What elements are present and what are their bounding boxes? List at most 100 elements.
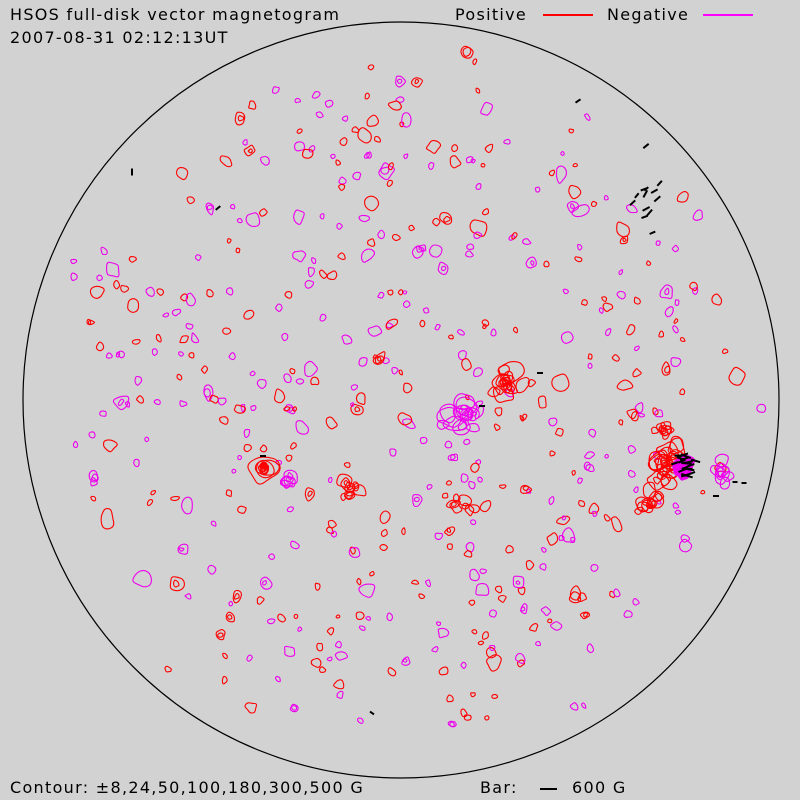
contour-blob — [479, 568, 487, 574]
field-vector-bar — [574, 98, 582, 104]
contour-blob — [475, 183, 482, 190]
contour-blob — [458, 404, 471, 415]
contour-blob — [235, 247, 241, 254]
contour-blob — [529, 623, 539, 632]
contour-blob — [290, 540, 300, 550]
contour-blob — [414, 79, 420, 85]
contour-blob — [679, 388, 686, 396]
contour-blob — [632, 368, 642, 378]
contour-blob — [584, 451, 595, 460]
contour-blob — [660, 473, 672, 487]
contour-blob — [632, 597, 640, 606]
field-vector-bar — [681, 473, 693, 479]
contour-blob — [203, 388, 211, 398]
contour-blob — [131, 339, 141, 345]
contour-blob — [480, 101, 494, 116]
contour-blob — [515, 376, 530, 394]
contour-blob — [664, 425, 675, 435]
contour-blob — [465, 394, 470, 401]
contour-blob — [335, 614, 341, 619]
contour-blob — [153, 399, 161, 406]
contour-blob — [281, 475, 296, 488]
contour-blob — [672, 325, 679, 334]
contour-blob — [535, 640, 541, 647]
contour-blob — [245, 212, 261, 227]
contour-blob — [217, 397, 227, 406]
contour-blob — [517, 586, 526, 596]
contour-blob — [358, 583, 376, 598]
contour-blob — [671, 244, 680, 253]
contour-blob — [146, 499, 154, 507]
contour-blob — [402, 290, 408, 295]
contour-blob — [402, 300, 411, 308]
contour-blob — [470, 158, 476, 164]
contour-blob — [173, 579, 180, 588]
contour-blob — [127, 298, 140, 313]
contour-blob — [355, 392, 366, 405]
contour-blob — [326, 656, 333, 662]
contour-blob — [447, 720, 455, 728]
contour-blob — [336, 690, 344, 699]
contour-blob — [574, 256, 583, 263]
contour-blob — [230, 203, 236, 210]
contour-blob — [470, 462, 480, 473]
contour-blob — [416, 244, 427, 253]
contour-blob — [334, 640, 342, 649]
contour-blob — [292, 406, 298, 412]
contour-blob — [505, 545, 514, 554]
contour-blob — [463, 714, 472, 721]
contour-blob — [519, 414, 525, 422]
contour-blob — [379, 544, 388, 552]
contour-blob — [386, 179, 393, 187]
contour-blob — [103, 439, 118, 453]
page-title: HSOS full-disk vector magnetogram — [10, 5, 341, 24]
contour-blob — [674, 299, 680, 306]
contour-blob — [550, 621, 563, 631]
contour-blob — [603, 514, 611, 522]
contour-blob — [656, 421, 667, 433]
contour-blob — [289, 703, 299, 713]
contour-blob — [481, 631, 489, 640]
contour-blob — [366, 114, 380, 127]
contour-blob — [721, 348, 729, 355]
contour-blob — [616, 290, 626, 300]
contour-blob — [207, 564, 217, 575]
contour-blob — [586, 643, 595, 654]
contour-blob — [389, 448, 397, 457]
contour-blob — [611, 354, 620, 362]
contour-blob — [256, 459, 275, 479]
contour-blob — [468, 504, 480, 514]
contour-blob — [560, 150, 565, 156]
contour-blob — [247, 456, 281, 485]
contour-blob — [756, 403, 767, 413]
contour-blob — [543, 260, 550, 268]
contour-blob — [711, 293, 723, 306]
contour-blob — [222, 652, 228, 660]
contour-blob — [377, 291, 385, 299]
contour-blob — [680, 534, 691, 543]
contour-blob — [334, 651, 348, 661]
contour-blob — [445, 499, 461, 509]
contour-blob — [450, 453, 456, 461]
contour-blob — [591, 510, 598, 517]
contour-blob — [652, 407, 659, 416]
contour-blob — [340, 477, 351, 491]
contour-blob — [261, 465, 270, 475]
contour-blob — [288, 406, 294, 412]
contour-blob — [242, 139, 248, 146]
contour-blob — [360, 248, 376, 263]
contour-blob — [387, 289, 394, 296]
contour-blob — [257, 463, 270, 476]
contour-blob — [341, 334, 353, 345]
contour-blob — [355, 611, 365, 620]
contour-blob — [555, 165, 567, 184]
contour-blob — [572, 162, 578, 168]
contour-blob — [156, 288, 165, 296]
contour-blob — [106, 261, 120, 278]
contour-blob — [324, 99, 334, 108]
contour-blob — [284, 404, 296, 415]
contour-blob — [548, 496, 555, 505]
contour-blob — [449, 155, 462, 169]
field-vector-bar — [634, 192, 640, 199]
contour-blob — [293, 613, 299, 620]
